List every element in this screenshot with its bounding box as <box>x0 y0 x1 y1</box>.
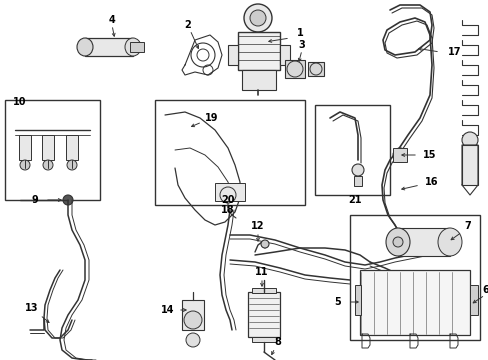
Bar <box>314 105 389 195</box>
Circle shape <box>63 195 73 205</box>
Circle shape <box>392 237 402 247</box>
Text: 15: 15 <box>423 150 436 160</box>
Circle shape <box>249 10 265 26</box>
Bar <box>349 215 479 340</box>
Bar <box>392 148 406 162</box>
Text: 8: 8 <box>274 337 281 347</box>
Ellipse shape <box>437 228 461 256</box>
Bar <box>238 32 280 70</box>
Text: 17: 17 <box>447 47 461 57</box>
Ellipse shape <box>77 38 93 56</box>
Circle shape <box>185 333 200 347</box>
Bar <box>469 285 477 315</box>
Circle shape <box>244 4 271 32</box>
Bar <box>130 42 143 52</box>
Circle shape <box>392 148 406 162</box>
Bar <box>397 228 449 256</box>
Circle shape <box>351 164 363 176</box>
Bar <box>251 337 275 342</box>
Bar <box>280 45 289 65</box>
Text: 21: 21 <box>347 195 361 205</box>
Text: 20: 20 <box>221 195 234 205</box>
Bar <box>155 100 305 205</box>
Bar <box>215 183 244 201</box>
Text: 12: 12 <box>251 221 264 231</box>
Circle shape <box>20 160 30 170</box>
Bar <box>242 70 275 90</box>
Bar <box>307 62 324 76</box>
Text: 1: 1 <box>296 28 303 38</box>
Text: 5: 5 <box>334 297 341 307</box>
Text: 18: 18 <box>221 205 234 215</box>
Bar <box>247 292 280 337</box>
Bar <box>359 270 469 335</box>
Bar <box>5 100 100 200</box>
Bar <box>227 45 238 65</box>
Circle shape <box>261 240 268 248</box>
Circle shape <box>67 160 77 170</box>
Circle shape <box>461 132 477 148</box>
Text: 19: 19 <box>205 113 218 123</box>
Text: 7: 7 <box>464 221 470 231</box>
Text: 11: 11 <box>255 267 268 277</box>
Bar <box>461 145 477 185</box>
Bar <box>42 135 54 160</box>
Text: 2: 2 <box>184 20 191 30</box>
Circle shape <box>183 311 202 329</box>
Text: 3: 3 <box>298 40 305 50</box>
Text: 6: 6 <box>482 285 488 295</box>
Text: 14: 14 <box>161 305 174 315</box>
Bar <box>285 60 305 78</box>
Text: 16: 16 <box>425 177 438 187</box>
Text: 13: 13 <box>25 303 39 313</box>
Bar <box>353 176 361 186</box>
Ellipse shape <box>385 228 409 256</box>
Circle shape <box>43 160 53 170</box>
Bar <box>66 135 78 160</box>
Text: 4: 4 <box>108 15 115 25</box>
Bar <box>85 38 133 56</box>
Ellipse shape <box>125 38 141 56</box>
Text: 9: 9 <box>32 195 38 205</box>
Bar <box>182 300 203 330</box>
Bar <box>19 135 31 160</box>
Bar <box>251 288 275 293</box>
Text: 10: 10 <box>13 97 27 107</box>
Bar <box>354 285 360 315</box>
